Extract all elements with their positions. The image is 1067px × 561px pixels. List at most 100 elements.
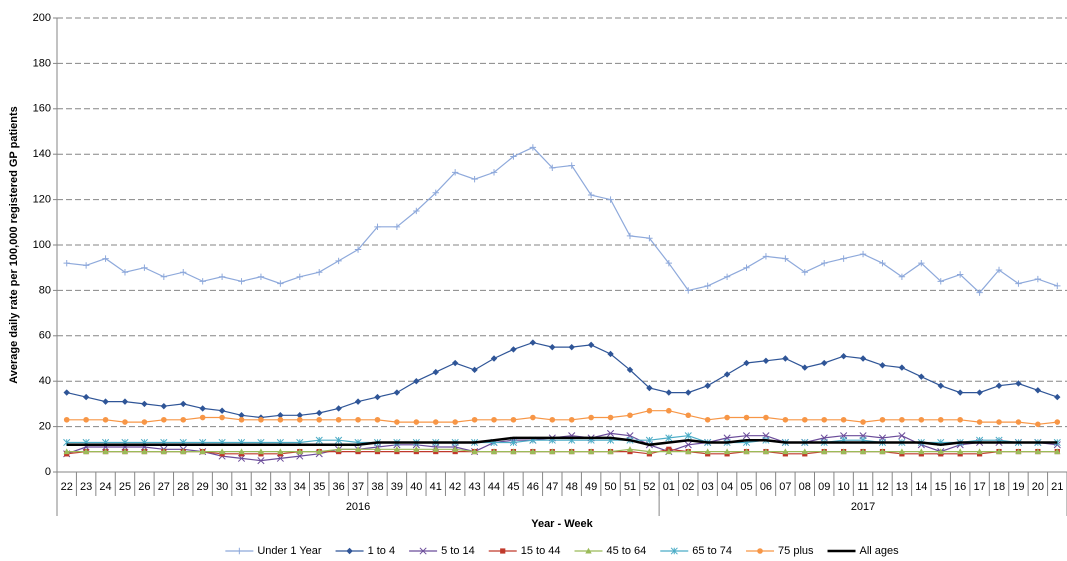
x-tick-label: 26 (138, 481, 150, 493)
marker (666, 407, 672, 414)
marker (199, 278, 206, 285)
marker (102, 448, 109, 455)
x-tick-label: 22 (61, 481, 73, 493)
marker (762, 357, 770, 364)
legend-label: 75 plus (778, 545, 814, 557)
marker (607, 350, 614, 358)
marker (335, 416, 342, 423)
x-tick-label: 21 (1051, 481, 1063, 493)
marker (218, 407, 226, 414)
marker (199, 405, 206, 412)
marker (918, 259, 925, 267)
marker (549, 343, 556, 351)
marker (743, 264, 750, 271)
marker (451, 446, 459, 452)
marker (860, 419, 866, 425)
series-line (66, 341, 1058, 419)
marker (296, 416, 303, 423)
marker (899, 416, 905, 423)
y-tick-label: 20 (39, 421, 51, 433)
x-tick-label: 50 (604, 481, 616, 493)
marker (63, 416, 70, 423)
marker (374, 393, 381, 401)
marker (685, 389, 692, 396)
marker (257, 273, 265, 280)
group-label: 2017 (851, 501, 875, 513)
marker (335, 436, 343, 444)
marker (840, 353, 847, 360)
x-tick-label: 47 (546, 481, 558, 493)
marker (218, 273, 226, 280)
marker (801, 364, 808, 371)
marker (898, 364, 906, 371)
marker (236, 547, 243, 555)
marker (821, 448, 828, 455)
marker (626, 232, 634, 240)
x-tick-label: 03 (702, 481, 714, 493)
marker (238, 416, 245, 423)
x-tick-label: 10 (838, 481, 850, 493)
marker (646, 384, 653, 392)
marker (500, 548, 506, 554)
marker (743, 414, 750, 421)
marker (530, 414, 536, 421)
x-tick-label: 16 (954, 481, 966, 493)
x-tick-label: 32 (255, 481, 267, 493)
legend-label: All ages (860, 545, 900, 557)
series-line (66, 410, 1058, 425)
marker (199, 414, 206, 421)
marker (976, 389, 983, 396)
marker (1034, 387, 1042, 394)
x-tick-label: 04 (721, 481, 733, 493)
marker (491, 416, 497, 423)
x-tick-label: 19 (1012, 481, 1024, 493)
marker (645, 436, 653, 444)
marker (670, 547, 678, 555)
x-tick-label: 02 (682, 481, 694, 493)
y-tick-label: 0 (45, 466, 51, 478)
marker (355, 416, 361, 423)
marker (529, 339, 537, 346)
marker (607, 448, 614, 455)
marker (160, 402, 168, 410)
marker (122, 419, 128, 425)
y-tick-label: 180 (33, 57, 51, 69)
x-tick-label: 49 (585, 481, 597, 493)
marker (296, 448, 303, 455)
x-tick-label: 38 (371, 481, 383, 493)
marker (646, 448, 653, 455)
marker (471, 416, 478, 423)
marker (723, 448, 731, 455)
series-line (66, 146, 1058, 294)
marker (568, 416, 575, 423)
marker (354, 398, 362, 405)
y-tick-label: 40 (39, 375, 51, 387)
marker (1015, 380, 1022, 387)
marker (121, 269, 129, 276)
marker (704, 448, 711, 455)
x-tick-label: 30 (216, 481, 228, 493)
marker (199, 448, 206, 455)
marker (840, 255, 847, 262)
legend-label: 1 to 4 (368, 545, 396, 557)
marker (821, 359, 828, 367)
x-tick-label: 31 (235, 481, 247, 493)
marker (102, 255, 109, 262)
marker (568, 162, 575, 169)
y-axis-title: Average daily rate per 100,000 registere… (8, 106, 20, 384)
marker (419, 547, 427, 555)
marker (704, 382, 711, 389)
marker (451, 169, 459, 176)
marker (956, 271, 964, 278)
marker (588, 414, 594, 421)
x-tick-label: 46 (527, 481, 539, 493)
marker (568, 448, 575, 455)
marker (413, 446, 420, 452)
marker (762, 448, 770, 455)
marker (315, 436, 323, 444)
marker (63, 448, 70, 455)
marker (354, 446, 362, 452)
marker (374, 416, 381, 423)
x-tick-label: 36 (333, 481, 345, 493)
